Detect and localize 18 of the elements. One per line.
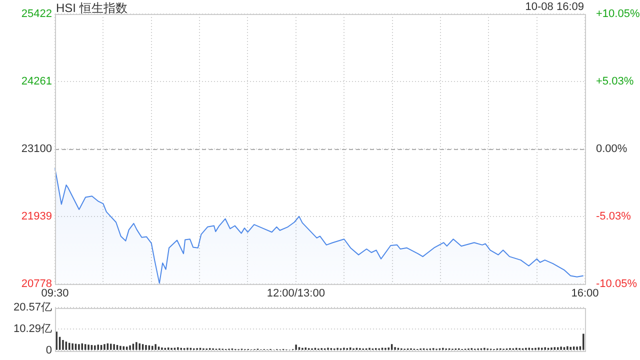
- y2-tick-label: -10.05%: [596, 278, 638, 290]
- y2-tick-label: -5.03%: [596, 210, 632, 223]
- x-tick-label: 16:00: [571, 288, 599, 300]
- y2-tick-label: 0.00%: [596, 143, 628, 156]
- y-tick-label: 25422: [21, 8, 52, 20]
- x-tick-label: 12:00/13:00: [266, 288, 325, 300]
- y-tick-label: 20.57亿: [13, 302, 52, 314]
- chart-title: HSI 恒生指数: [56, 0, 128, 17]
- y-tick-label: 23100: [21, 143, 52, 156]
- y-tick-label: 20778: [21, 278, 52, 290]
- y2-tick-label: +10.05%: [596, 8, 640, 20]
- text: 10-08 16:09: [525, 1, 584, 13]
- y-tick-label: 10.29亿: [13, 323, 52, 336]
- y-tick-label: 21939: [21, 210, 52, 223]
- x-tick-label: 09:30: [41, 288, 69, 300]
- y-tick-label: 24261: [21, 76, 52, 88]
- y2-tick-label: +5.03%: [596, 75, 634, 88]
- y-tick-label: 0: [46, 344, 52, 356]
